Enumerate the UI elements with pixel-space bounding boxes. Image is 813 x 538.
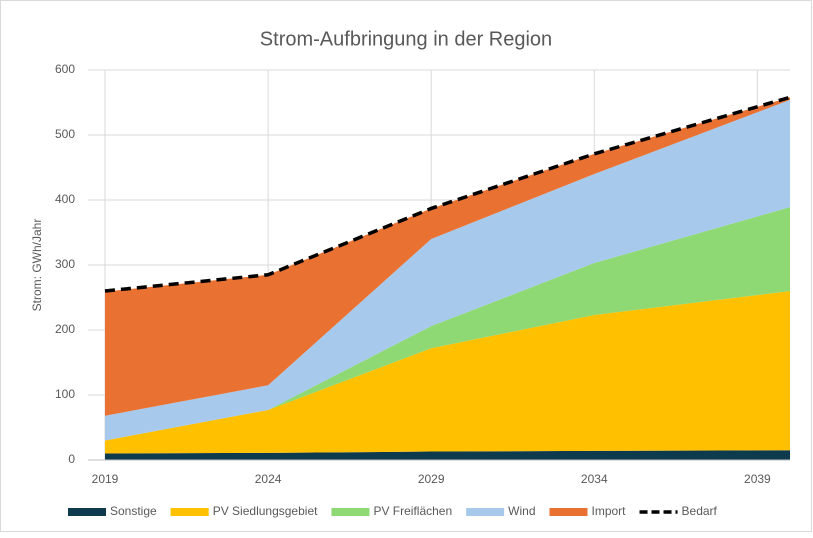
y-tick-label: 0: [68, 452, 75, 466]
y-axis-title: Strom: GWh/Jahr: [30, 219, 44, 312]
y-tick-label: 300: [55, 257, 75, 271]
chart-title: Strom-Aufbringung in der Region: [260, 28, 552, 50]
area: [105, 450, 790, 460]
legend-label: Bedarf: [682, 504, 718, 518]
legend-label: Import: [592, 504, 627, 518]
legend-label: Sonstige: [110, 504, 157, 518]
x-tick-label: 2019: [92, 472, 119, 486]
y-tick-label: 400: [55, 192, 75, 206]
legend-swatch: [549, 508, 588, 516]
line: [104, 95, 791, 293]
legend-swatch: [68, 508, 106, 516]
legend-label: Wind: [508, 504, 535, 518]
area: [105, 97, 790, 416]
area: [105, 207, 790, 441]
legend-swatch: [331, 508, 370, 516]
area: [105, 291, 790, 454]
x-tick-label: 2029: [418, 472, 445, 486]
y-tick-label: 500: [55, 127, 75, 141]
x-tick-label: 2039: [744, 472, 771, 486]
legend-label: PV Freiflächen: [373, 504, 452, 518]
x-tick-label: 2024: [255, 472, 282, 486]
x-tick-label: 2034: [581, 472, 608, 486]
area: [105, 99, 790, 441]
y-tick-label: 200: [55, 322, 75, 336]
y-tick-label: 600: [55, 62, 75, 76]
legend-label: PV Siedlungsgebiet: [213, 504, 318, 518]
legend-swatch: [170, 508, 209, 516]
legend-swatch: [466, 508, 505, 516]
y-tick-label: 100: [55, 387, 75, 401]
